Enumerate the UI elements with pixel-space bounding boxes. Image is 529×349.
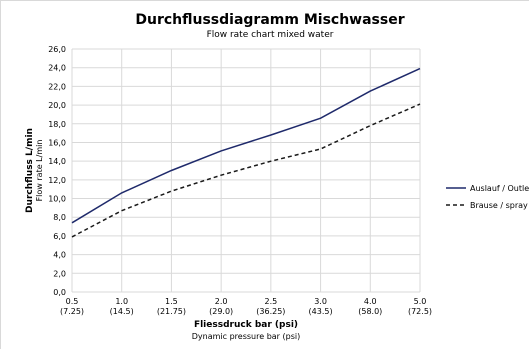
x-tick-label: 0.5 [66, 297, 79, 306]
y-tick-label: 20,0 [48, 101, 66, 110]
y-tick-label: 2,0 [53, 269, 66, 278]
y-tick-label: 22,0 [48, 82, 66, 91]
y-tick-label: 12,0 [48, 176, 66, 185]
x-tick-sublabel: (43.5) [309, 307, 333, 316]
x-tick-sublabel: (58.0) [358, 307, 382, 316]
x-tick-label: 4.0 [364, 297, 377, 306]
y-tick-label: 18,0 [48, 120, 66, 129]
x-axis-sublabel: Dynamic pressure bar (psi) [192, 332, 300, 341]
y-tick-label: 4,0 [53, 251, 66, 260]
x-tick-sublabel: (72.5) [408, 307, 432, 316]
y-tick-label: 0,0 [53, 288, 66, 297]
y-tick-label: 10,0 [48, 195, 66, 204]
legend-label-2: Brause / spray [470, 201, 528, 210]
chart-subtitle: Flow rate chart mixed water [207, 30, 334, 40]
x-tick-label: 2.5 [264, 297, 277, 306]
x-tick-label: 1.0 [115, 297, 128, 306]
x-tick-sublabel: (21.75) [157, 307, 186, 316]
series-line-2 [71, 103, 421, 238]
x-tick-sublabel: (36.25) [256, 307, 285, 316]
series-line-1 [71, 67, 421, 224]
y-tick-label: 14,0 [48, 157, 66, 166]
x-axis-label: Fliessdruck bar (psi) [194, 320, 298, 330]
y-tick-label: 24,0 [48, 64, 66, 73]
x-tick-label: 5.0 [414, 297, 427, 306]
x-tick-label: 2.0 [215, 297, 228, 306]
legend-label-1: Auslauf / Outlet [470, 184, 529, 193]
x-tick-label: 3.0 [314, 297, 327, 306]
x-tick-sublabel: (7.25) [60, 307, 84, 316]
y-axis-label: Durchfluss L/min [25, 128, 35, 213]
chart-title: Durchflussdiagramm Mischwasser [135, 12, 404, 28]
x-tick-label: 1.5 [165, 297, 178, 306]
x-tick-sublabel: (14.5) [110, 307, 134, 316]
x-tick-sublabel: (29.0) [209, 307, 233, 316]
y-tick-label: 16,0 [48, 138, 66, 147]
y-tick-label: 6,0 [53, 232, 66, 241]
y-axis-sublabel: Flow rate L/min [35, 140, 44, 202]
y-tick-label: 26,0 [48, 45, 66, 54]
y-tick-label: 8,0 [53, 213, 66, 222]
